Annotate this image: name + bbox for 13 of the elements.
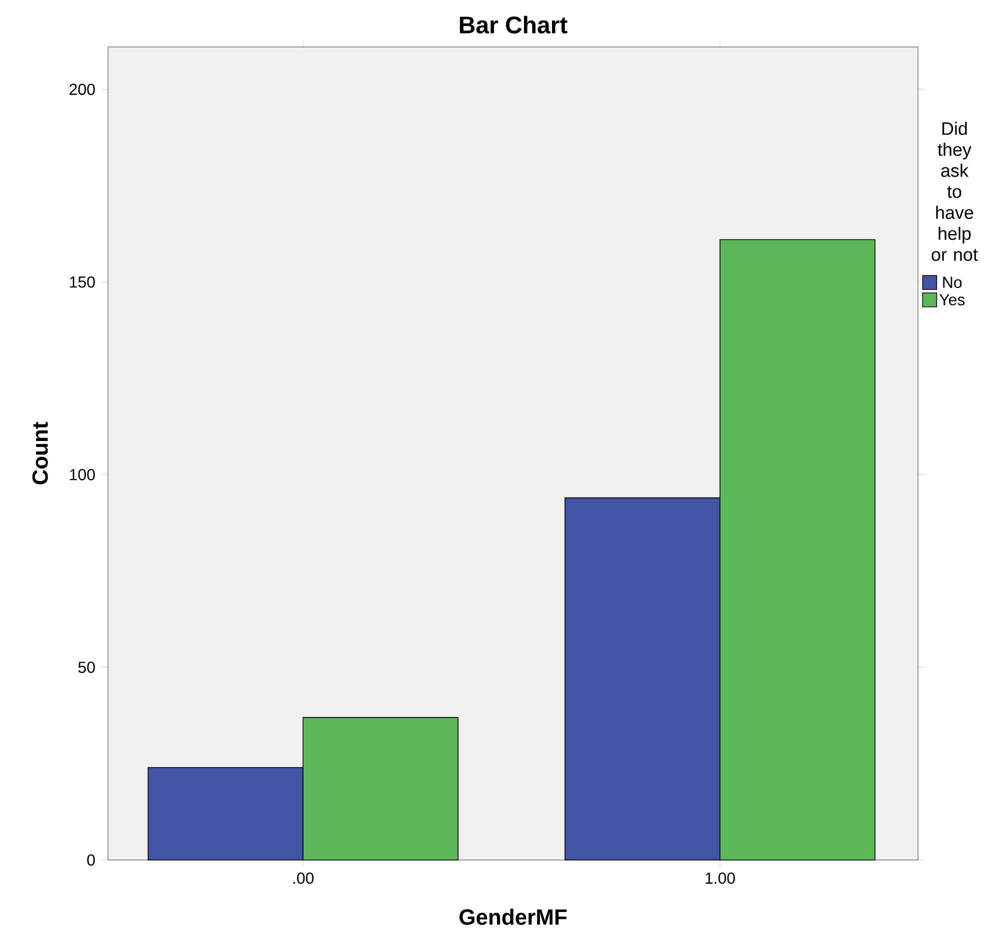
x-axis-title: GenderMF bbox=[460, 908, 567, 925]
legend-label: Yes bbox=[939, 294, 965, 306]
y-tick-label: 100 bbox=[70, 469, 95, 480]
y-tick-label: 200 bbox=[70, 84, 95, 96]
y-tick-label: 150 bbox=[70, 276, 95, 288]
y-tick-label: 0 bbox=[87, 854, 95, 866]
y-tick-label: 50 bbox=[78, 662, 95, 673]
x-tick-label: 1.00 bbox=[706, 872, 735, 884]
chart-title: Bar Chart bbox=[460, 16, 568, 34]
legend-title: Did they ask to have help or not bbox=[932, 122, 978, 261]
legend-label: No bbox=[943, 276, 962, 288]
x-tick-label: .00 bbox=[293, 872, 314, 884]
y-axis-title: Count bbox=[32, 422, 48, 484]
